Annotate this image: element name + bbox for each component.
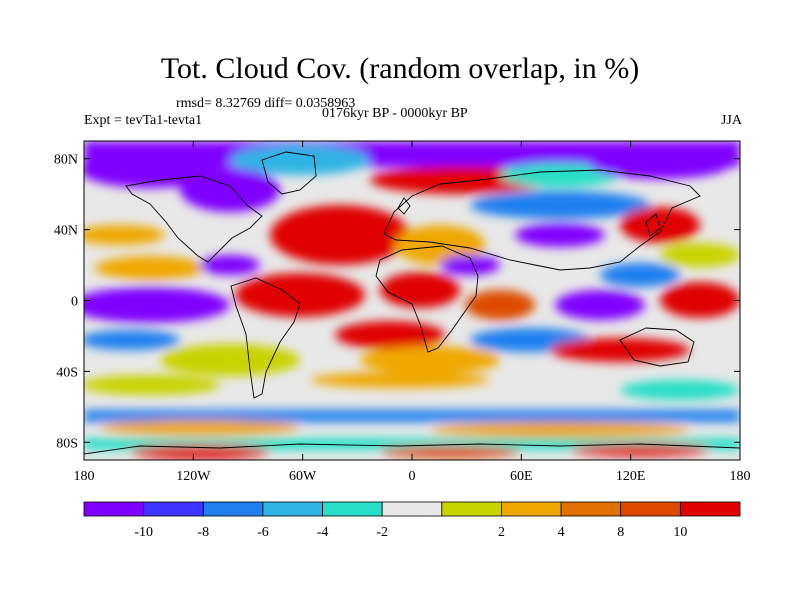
x-tick-label: 0 xyxy=(409,469,416,484)
colorbar-label: -6 xyxy=(257,525,269,540)
x-tick-label: 180 xyxy=(730,469,751,484)
colorbar-swatch xyxy=(441,501,502,517)
x-axis: 180 120W 60W 0 60E 120E 180 xyxy=(74,141,751,484)
x-tick-label: 180 xyxy=(74,469,95,484)
x-tick-label: 120W xyxy=(176,469,211,484)
plot-title: Tot. Cloud Cov. (random overlap, in %) xyxy=(160,52,640,85)
colorbar-label: 10 xyxy=(673,525,687,540)
colorbar-label: 8 xyxy=(617,525,624,540)
y-tick-label: 80N xyxy=(54,153,78,168)
colorbar-swatch xyxy=(501,501,562,517)
experiment-label: Expt = tevTa1-tevta1 xyxy=(84,113,203,128)
colorbar-label: 2 xyxy=(498,525,505,540)
cloud-anomaly-field xyxy=(84,141,740,460)
colorbar-swatch xyxy=(83,501,145,517)
y-tick-label: 0 xyxy=(71,295,78,310)
x-tick-label: 60W xyxy=(289,469,317,484)
period-line: 0176kyr BP - 0000kyr BP xyxy=(322,106,468,121)
y-tick-label: 40S xyxy=(56,365,78,380)
colorbar-label: -10 xyxy=(134,525,153,540)
season-label: JJA xyxy=(720,113,742,128)
colorbar: -10 -8 -6 -4 -2 2 4 8 10 xyxy=(83,501,741,540)
colorbar-label: -4 xyxy=(317,525,329,540)
colorbar-label: -8 xyxy=(197,525,209,540)
x-tick-label: 120E xyxy=(616,469,646,484)
colorbar-label: 4 xyxy=(558,525,565,540)
y-axis: 80N 40N 0 40S 80S xyxy=(54,153,740,451)
colorbar-swatch xyxy=(262,501,323,517)
colorbar-swatch xyxy=(560,501,622,517)
colorbar-swatch xyxy=(679,501,741,517)
colorbar-label: -2 xyxy=(376,525,388,540)
colorbar-swatch xyxy=(322,501,383,517)
coastlines xyxy=(84,151,740,455)
colorbar-swatch xyxy=(620,501,681,517)
y-tick-label: 40N xyxy=(54,224,78,239)
colorbar-swatch xyxy=(202,501,264,517)
colorbar-swatch xyxy=(143,501,204,517)
colorbar-swatch xyxy=(381,501,443,517)
stats-line: rmsd= 8.32769 diff= 0.0358963 xyxy=(176,96,356,111)
y-tick-label: 80S xyxy=(56,436,78,451)
x-tick-label: 60E xyxy=(510,469,533,484)
